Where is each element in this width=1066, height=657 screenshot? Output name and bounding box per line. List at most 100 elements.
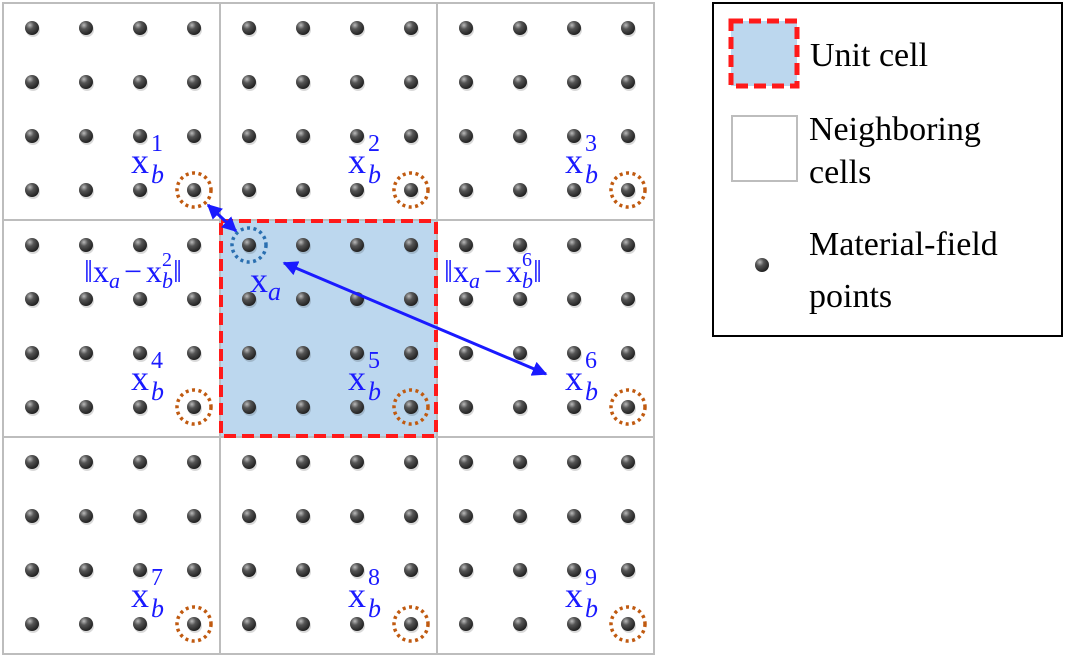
legend-points-label-1: Material-field [809,226,998,263]
material-field-point [79,292,93,306]
material-field-point [621,346,635,360]
legend-unit-cell-swatch [728,18,800,89]
legend-neighbor-label-1: Neighboring [809,111,981,148]
material-field-point [567,346,581,360]
xb-ring [175,605,213,643]
material-field-point [25,455,39,469]
material-field-point [79,509,93,523]
neighbor-cell [2,436,221,655]
neighbor-cell [2,2,221,221]
xb-label: x9 b [565,565,598,623]
material-field-point [133,183,147,197]
legend-unit-cell-label: Unit cell [810,37,928,74]
material-field-point [459,238,473,252]
material-field-point [242,238,256,252]
material-field-point [25,563,39,577]
material-field-point [513,183,527,197]
material-field-point [513,509,527,523]
material-field-point [567,509,581,523]
material-field-point [513,455,527,469]
material-field-point [296,183,310,197]
material-field-point [404,617,418,631]
material-field-point [187,563,201,577]
cell-grid [2,2,655,655]
material-field-point [242,346,256,360]
material-field-point [133,75,147,89]
xb-ring [392,388,430,426]
material-field-point [404,75,418,89]
material-field-point [25,183,39,197]
xb-label: x7 b [131,565,164,623]
material-field-point [133,563,147,577]
material-field-point [187,400,201,414]
xb-label: x4 b [131,348,164,406]
material-field-point [296,400,310,414]
material-field-point [567,183,581,197]
material-field-point [25,21,39,35]
material-field-point [79,21,93,35]
material-field-point [79,75,93,89]
material-field-point [25,509,39,523]
material-field-point [513,129,527,143]
material-field-point [567,455,581,469]
material-field-point [513,75,527,89]
material-field-point [459,129,473,143]
material-field-point [350,400,364,414]
material-field-point [242,455,256,469]
material-field-point [133,400,147,414]
xb-label: x3 b [565,131,598,189]
material-field-point [242,75,256,89]
material-field-point [79,617,93,631]
material-field-point [404,183,418,197]
material-field-point [242,183,256,197]
material-field-point [459,400,473,414]
material-field-point [25,238,39,252]
material-field-point [187,75,201,89]
material-field-point [621,238,635,252]
material-field-point [79,400,93,414]
material-field-point [187,183,201,197]
material-field-point [567,617,581,631]
neighbor-cell [219,436,438,655]
material-field-point [621,455,635,469]
material-field-point [242,21,256,35]
material-field-point [459,292,473,306]
material-field-point [296,129,310,143]
legend-points-label-2: points [809,278,892,315]
material-field-point [459,346,473,360]
material-field-point [79,238,93,252]
material-field-point [621,129,635,143]
material-field-point [296,346,310,360]
xb-ring [392,171,430,209]
material-field-point [404,455,418,469]
material-field-point [404,563,418,577]
material-field-point [296,21,310,35]
material-field-point [296,509,310,523]
material-field-point [459,75,473,89]
material-field-point [25,346,39,360]
xa-ring [230,226,268,264]
material-field-point [133,238,147,252]
material-field-point [242,617,256,631]
material-field-point [242,400,256,414]
xa-label: xa [250,260,281,306]
material-field-point [513,238,527,252]
material-field-point [25,617,39,631]
material-field-point [79,563,93,577]
material-field-point [350,617,364,631]
material-field-point [350,129,364,143]
material-field-point [25,292,39,306]
material-field-point [133,455,147,469]
material-field-point [242,292,256,306]
material-field-point [133,617,147,631]
material-field-point [567,129,581,143]
material-field-point [513,563,527,577]
xb-label: x6 b [565,348,598,406]
material-field-point [459,21,473,35]
xb-ring [175,388,213,426]
legend: Unit cell Neighboring cells Material-fie… [712,2,1063,337]
xb-label: x1 b [131,131,164,189]
material-field-point [79,183,93,197]
material-field-point [350,455,364,469]
material-field-point [567,21,581,35]
